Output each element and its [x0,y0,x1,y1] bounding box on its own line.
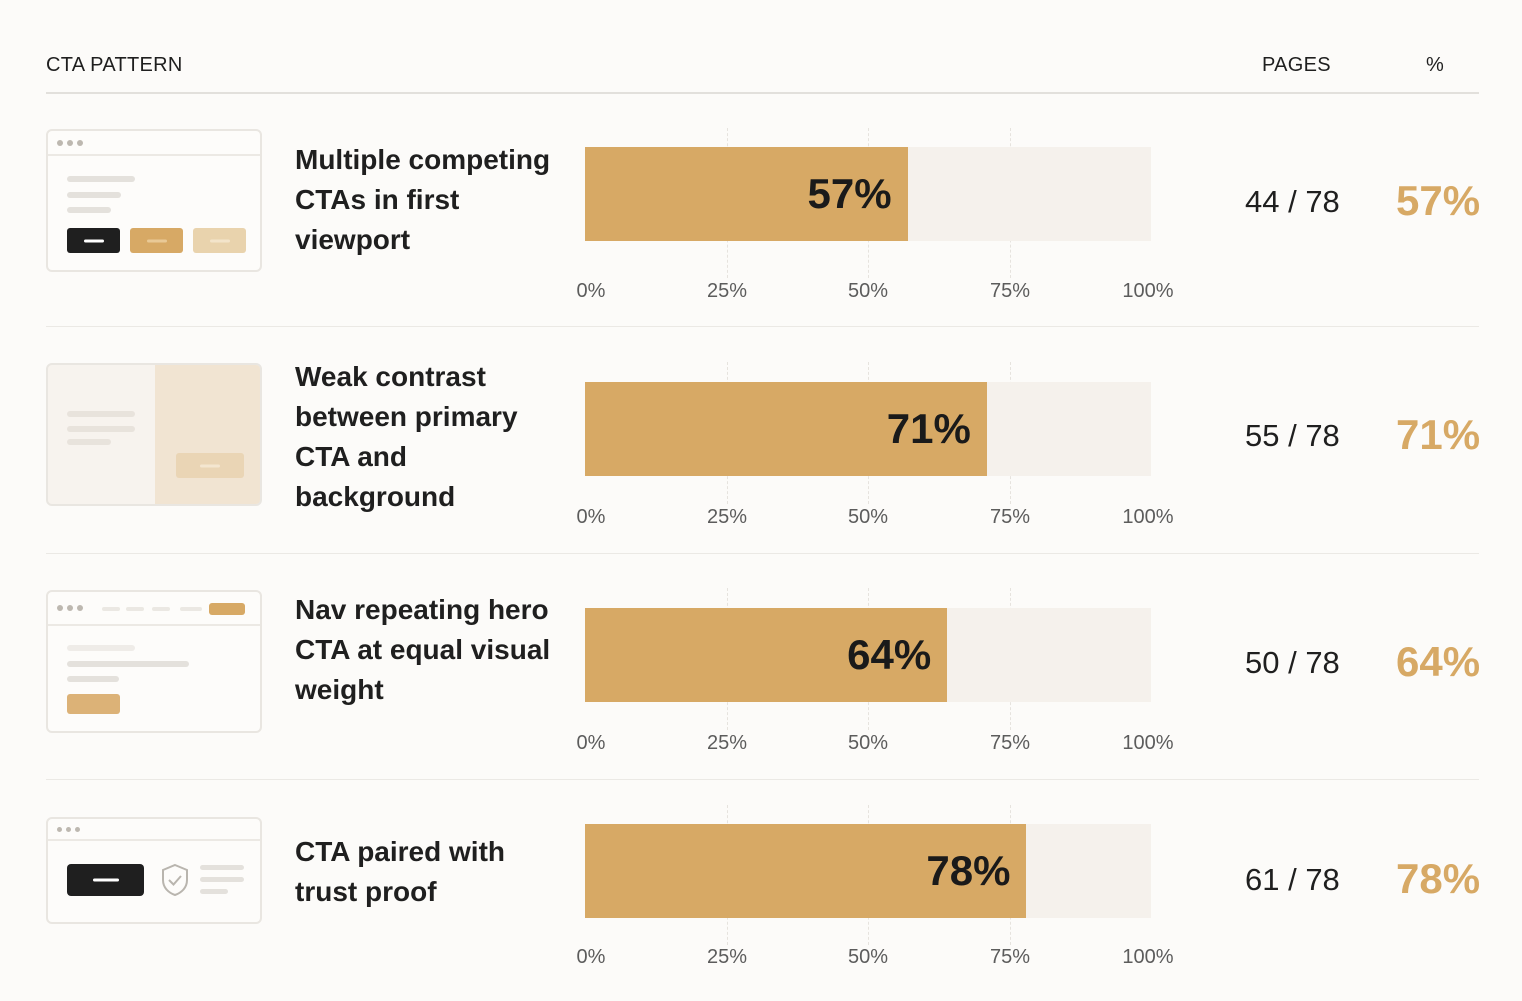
tick-label: 100% [1122,506,1174,528]
bar-fill: 71% [585,382,987,476]
tick-label: 0% [576,732,606,754]
row-divider [46,779,1479,780]
tick-label: 50% [847,946,889,968]
percent-value: 64% [1396,638,1481,685]
row-label: Nav repeating hero CTA at equal visual w… [295,594,551,705]
bar-track: 64% [585,608,1151,702]
tick-label: 25% [706,946,748,968]
table-header: CTA PATTERN PAGES % [0,0,1522,94]
column-header-pages: PAGES [1262,54,1331,76]
tick-label: 100% [1122,280,1174,302]
pages-count: 55 / 78 [1245,418,1340,453]
tick-label: 75% [989,946,1031,968]
row-divider [46,326,1479,327]
tick-label: 0% [576,946,606,968]
shield-icon [162,863,188,897]
row-divider [46,553,1479,554]
pages-count: 61 / 78 [1245,862,1340,897]
bar-fill: 64% [585,608,948,702]
row-label: Multiple competing CTAs in first viewpor… [295,144,551,255]
tick-label: 50% [847,280,889,302]
tick-label: 0% [576,506,606,528]
pages-count: 44 / 78 [1245,184,1340,219]
bar-value-label: 57% [807,170,892,217]
percent-value: 57% [1396,177,1481,224]
low-contrast-wireframe-icon [46,363,262,506]
percent-value: 78% [1396,855,1481,902]
tick-label: 50% [847,506,889,528]
tick-label: 75% [989,280,1031,302]
column-header-pattern: CTA PATTERN [46,54,183,76]
percent-value: 71% [1396,411,1481,458]
row-label: CTA paired with trust proof [295,836,505,907]
row-label: Weak contrast between primary CTA and ba… [295,361,518,512]
bar-fill: 57% [585,147,908,241]
bar-track: 57% [585,147,1151,241]
bar-track: 78% [585,824,1151,918]
pages-count: 50 / 78 [1245,645,1340,680]
tick-label: 25% [706,732,748,754]
nav-cta-wireframe-icon [46,590,262,733]
tick-label: 50% [847,732,889,754]
tick-label: 25% [706,506,748,528]
multi-cta-wireframe-icon [46,129,262,272]
tick-label: 100% [1122,946,1174,968]
trust-proof-wireframe-icon [46,817,262,924]
tick-label: 75% [989,506,1031,528]
tick-label: 100% [1122,732,1174,754]
tick-label: 75% [989,732,1031,754]
tick-label: 25% [706,280,748,302]
tick-label: 0% [576,280,606,302]
bar-fill: 78% [585,824,1027,918]
column-header-percent: % [1426,54,1445,76]
bar-value-label: 71% [886,405,971,452]
header-divider [46,92,1479,94]
bar-value-label: 64% [847,631,932,678]
bar-value-label: 78% [926,847,1011,894]
bar-track: 71% [585,382,1151,476]
